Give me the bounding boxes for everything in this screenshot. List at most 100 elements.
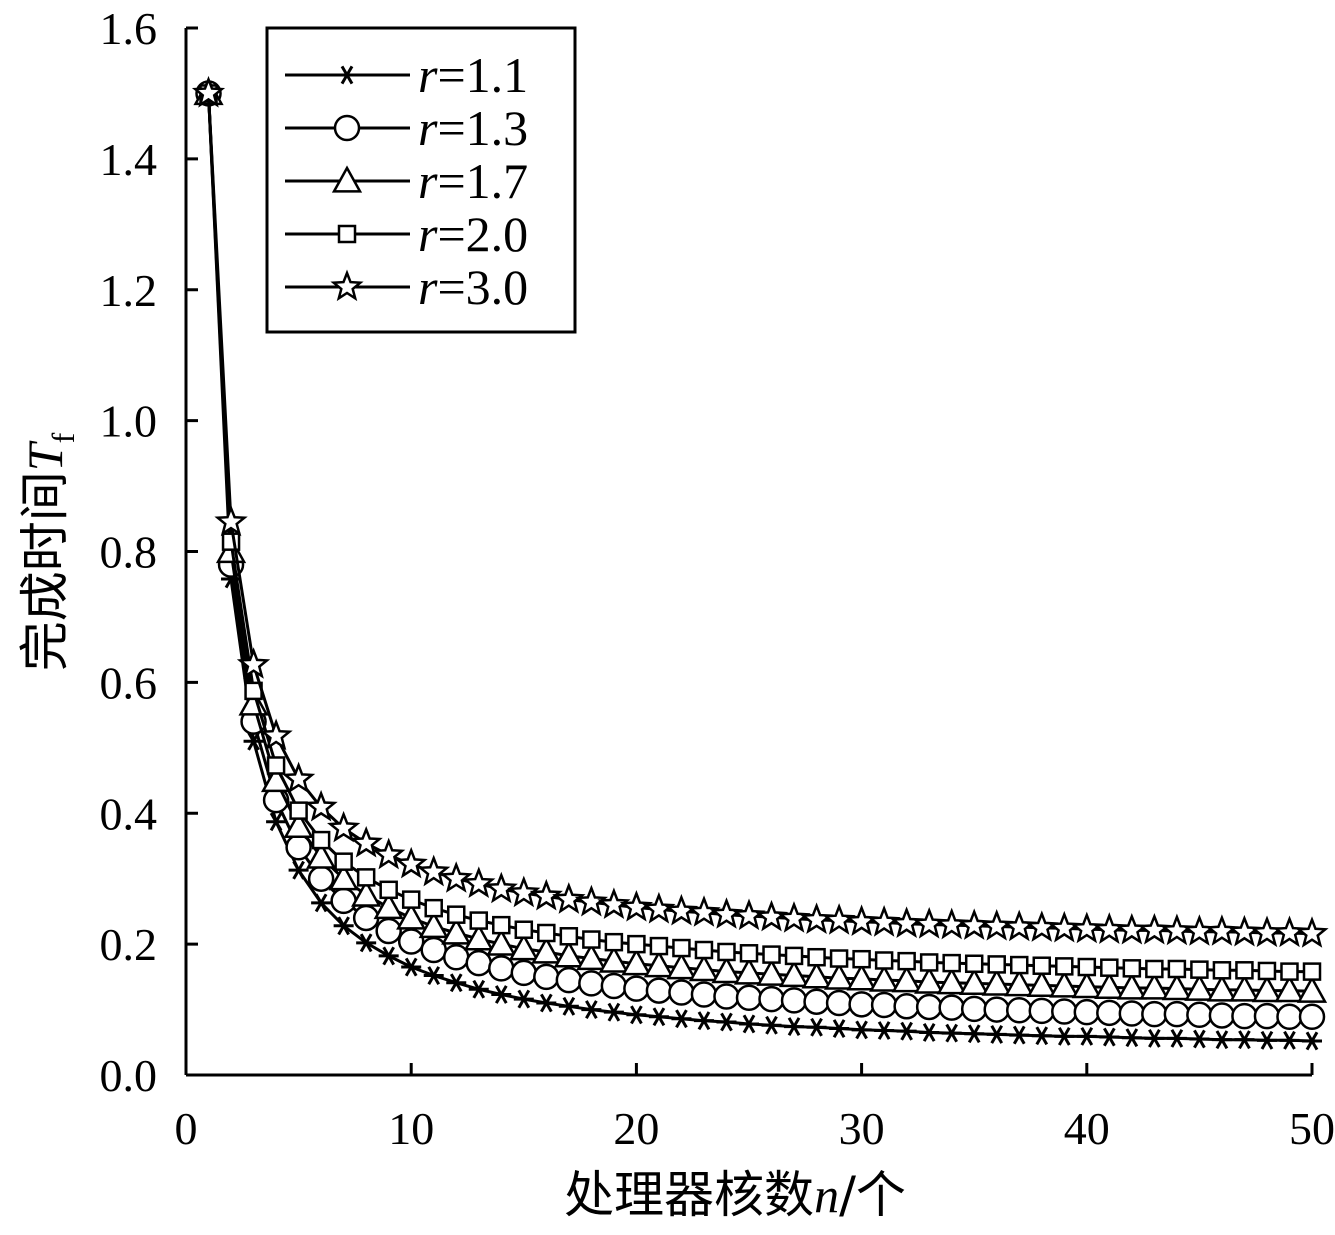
data-point bbox=[732, 898, 766, 931]
data-point bbox=[420, 936, 447, 964]
data-point bbox=[666, 952, 697, 980]
data-point bbox=[758, 985, 785, 1013]
legend-entry: r=1.7 bbox=[285, 153, 528, 209]
data-point bbox=[1076, 1026, 1097, 1046]
data-point bbox=[1004, 969, 1035, 997]
data-point bbox=[1139, 972, 1170, 1000]
data-point bbox=[356, 868, 376, 887]
data-point bbox=[784, 1017, 805, 1036]
data-point bbox=[896, 1021, 917, 1041]
data-point bbox=[941, 1023, 962, 1043]
y-tick-label: 1.2 bbox=[100, 265, 158, 316]
series-asterisk bbox=[198, 84, 1322, 1051]
data-point bbox=[1071, 971, 1102, 999]
y-tick-label: 0.8 bbox=[100, 527, 158, 578]
data-point bbox=[1160, 913, 1194, 946]
x-axis-title-suffix: /个 bbox=[839, 1166, 906, 1224]
data-point bbox=[1032, 956, 1052, 975]
y-tick-label: 0.6 bbox=[100, 657, 158, 708]
legend-entry: r=3.0 bbox=[285, 259, 528, 315]
data-point bbox=[739, 944, 759, 963]
x-tick-label: 50 bbox=[1289, 1103, 1335, 1154]
data-point bbox=[648, 1007, 669, 1027]
x-tick-label: 30 bbox=[839, 1103, 885, 1154]
data-point bbox=[848, 991, 875, 1018]
legend-label: r=3.0 bbox=[418, 259, 528, 315]
data-point bbox=[311, 893, 332, 913]
data-point bbox=[559, 927, 579, 946]
data-point bbox=[1257, 961, 1277, 981]
data-point bbox=[468, 979, 489, 999]
data-point bbox=[330, 887, 357, 915]
data-point bbox=[514, 920, 534, 939]
data-point bbox=[844, 904, 879, 937]
data-point bbox=[1145, 959, 1164, 979]
data-point bbox=[957, 908, 991, 940]
data-point bbox=[491, 985, 512, 1004]
data-point bbox=[806, 1017, 827, 1037]
data-point bbox=[581, 1000, 602, 1019]
data-point bbox=[1234, 1030, 1255, 1050]
data-point bbox=[623, 975, 650, 1002]
data-point bbox=[799, 902, 834, 935]
legend-value: =1.3 bbox=[437, 100, 528, 156]
data-point bbox=[372, 837, 406, 870]
data-point bbox=[1100, 958, 1119, 977]
data-point bbox=[311, 830, 331, 850]
data-point bbox=[694, 940, 714, 960]
data-point bbox=[690, 981, 718, 1008]
data-point bbox=[373, 891, 404, 920]
legend-marker bbox=[337, 224, 357, 244]
data-point bbox=[578, 970, 605, 997]
data-point bbox=[1295, 916, 1329, 948]
legend: r=1.1r=1.3r=1.7r=2.0r=3.0 bbox=[265, 26, 577, 334]
data-point bbox=[396, 902, 427, 930]
data-point bbox=[852, 949, 871, 969]
legend-var: r bbox=[418, 153, 438, 209]
data-point bbox=[1279, 1030, 1300, 1050]
data-point bbox=[603, 1002, 624, 1022]
data-point bbox=[825, 989, 853, 1017]
data-point bbox=[1182, 914, 1217, 946]
legend-value: =3.0 bbox=[437, 259, 528, 315]
data-point bbox=[713, 983, 740, 1010]
legend-entry: r=1.1 bbox=[285, 47, 528, 103]
data-point bbox=[1161, 973, 1193, 1001]
data-point bbox=[553, 940, 584, 968]
data-point bbox=[687, 895, 721, 927]
data-point bbox=[1118, 1000, 1146, 1027]
x-axis-title-prefix: 处理器核数 bbox=[564, 1166, 814, 1224]
data-point bbox=[619, 890, 654, 922]
data-point bbox=[1096, 999, 1123, 1027]
legend-label: r=2.0 bbox=[418, 206, 528, 262]
data-point bbox=[1025, 910, 1059, 942]
data-point bbox=[1009, 955, 1029, 975]
data-point bbox=[1212, 961, 1232, 980]
data-point bbox=[1054, 1026, 1075, 1046]
data-point bbox=[1028, 997, 1056, 1025]
data-point bbox=[513, 989, 534, 1009]
legend-value: =1.1 bbox=[437, 47, 528, 103]
legend-items: r=1.1r=1.3r=1.7r=2.0r=3.0 bbox=[285, 47, 528, 315]
data-point bbox=[874, 1021, 895, 1040]
legend-marker bbox=[333, 114, 361, 142]
data-point bbox=[1049, 970, 1080, 998]
data-point bbox=[987, 955, 1006, 974]
x-axis-ticks: 0 10 20 30 40 50 bbox=[175, 1063, 1335, 1154]
y-tick-label: 1.6 bbox=[100, 3, 158, 54]
data-point bbox=[761, 1015, 782, 1035]
data-point bbox=[960, 995, 988, 1023]
data-point bbox=[823, 962, 855, 990]
data-point bbox=[762, 945, 781, 964]
data-point bbox=[1272, 915, 1307, 948]
data-point bbox=[870, 991, 898, 1019]
data-point bbox=[1051, 998, 1078, 1025]
x-tick-label: 40 bbox=[1064, 1103, 1110, 1154]
data-point bbox=[671, 1009, 692, 1029]
data-point bbox=[645, 977, 673, 1004]
data-point bbox=[914, 966, 945, 994]
legend-marker bbox=[331, 165, 363, 193]
legend-var: r bbox=[418, 206, 438, 262]
data-point bbox=[334, 852, 353, 871]
legend-label: r=1.3 bbox=[418, 100, 528, 156]
